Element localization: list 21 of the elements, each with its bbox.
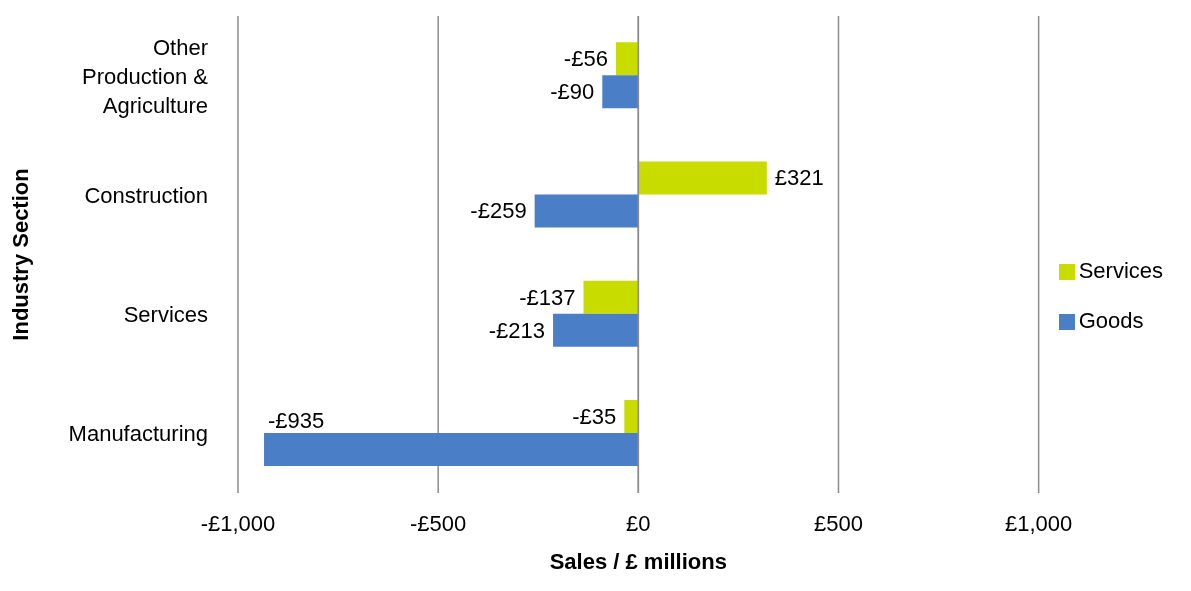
data-label: -£259 — [470, 198, 527, 224]
x-axis-title: Sales / £ millions — [549, 549, 727, 574]
data-label: -£137 — [519, 284, 576, 310]
legend-label: Services — [1078, 257, 1163, 283]
x-tick-label: £0 — [626, 510, 651, 536]
y-tick-label: Services — [123, 301, 208, 327]
x-tick-label: £1,000 — [1004, 510, 1073, 536]
x-tick-label: -£1,000 — [200, 510, 276, 536]
y-tick-label: Manufacturing — [68, 420, 208, 446]
y-tick-label: Construction — [84, 182, 208, 208]
y-tick-label: Other Production & Agriculture — [82, 34, 209, 118]
data-label: -£35 — [572, 403, 617, 429]
y-axis-title: Industry Section — [7, 168, 33, 341]
data-label: £321 — [774, 165, 824, 191]
x-tick-label: -£500 — [410, 510, 467, 536]
data-label: -£56 — [563, 46, 608, 72]
x-tick-label: £500 — [814, 510, 863, 536]
data-label: -£935 — [268, 408, 325, 434]
data-label: -£213 — [488, 317, 546, 343]
data-label: -£90 — [550, 79, 595, 105]
legend-label: Goods — [1078, 307, 1144, 333]
